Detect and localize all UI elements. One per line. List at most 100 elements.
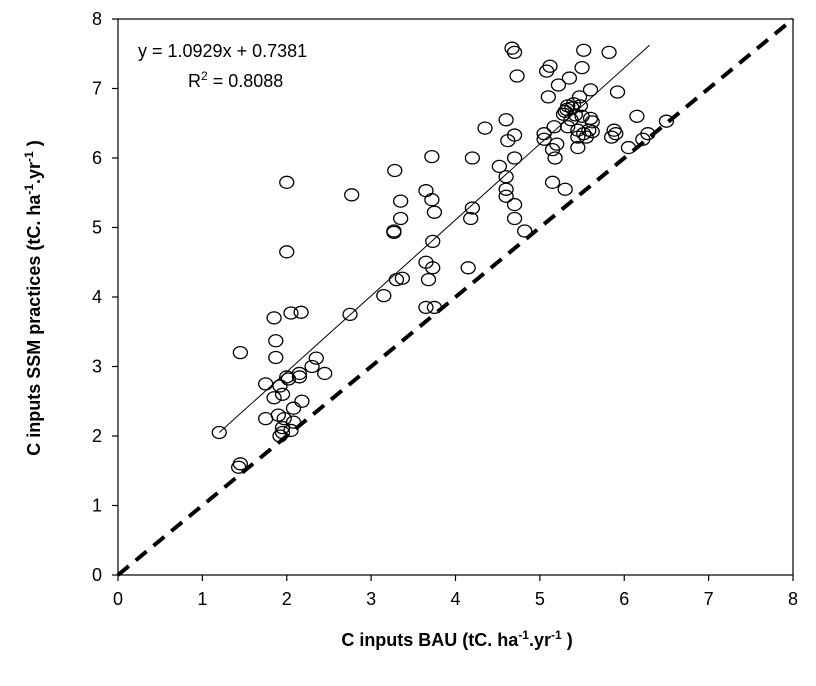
data-point [570, 140, 586, 155]
data-point [285, 415, 302, 429]
data-point [294, 394, 310, 408]
data-point [572, 99, 589, 113]
data-point [232, 345, 248, 360]
data-point [477, 121, 493, 135]
y-tick-label: 8 [92, 9, 102, 29]
data-point [582, 83, 599, 97]
data-point [498, 113, 514, 127]
y-axis-title: C inputs SSM practices (tC. ha-1.yr-1 ) [22, 140, 44, 455]
data-point [629, 109, 645, 123]
data-point [266, 311, 282, 325]
data-point [344, 188, 360, 202]
data-point [517, 224, 533, 238]
data-point [291, 370, 308, 384]
data-point [418, 300, 434, 315]
y-axis-ticks: 0 1 2 3 4 5 6 7 8 [92, 9, 118, 585]
data-point [293, 305, 309, 319]
data-point [491, 159, 508, 173]
regression-equation: y = 1.0929x + 0.7381 [138, 41, 307, 61]
data-point [561, 71, 578, 85]
y-tick-label: 1 [92, 496, 102, 516]
data-point [268, 350, 284, 365]
data-points [211, 41, 675, 474]
r-squared-label: R2 = 0.8088 [188, 69, 283, 91]
data-point [386, 224, 402, 238]
x-tick-label: 1 [197, 589, 207, 609]
y-tick-label: 2 [92, 426, 102, 446]
data-point [279, 175, 295, 189]
data-point [506, 197, 523, 212]
data-point [274, 425, 291, 440]
data-point [571, 90, 588, 104]
data-point [567, 108, 583, 122]
data-point [317, 366, 333, 381]
data-point [283, 306, 299, 320]
data-point [232, 457, 248, 471]
data-point [506, 211, 523, 226]
x-axis-ticks: 0 1 2 3 4 5 6 7 8 [113, 575, 798, 609]
data-point [620, 140, 637, 155]
x-tick-label: 4 [450, 589, 460, 609]
x-tick-label: 0 [113, 589, 123, 609]
data-point [506, 45, 523, 60]
data-point [426, 300, 443, 315]
data-point [308, 351, 324, 365]
data-point [560, 120, 576, 134]
data-point [394, 271, 410, 285]
data-point [258, 377, 274, 391]
data-point [376, 288, 392, 303]
y-tick-label: 3 [92, 357, 102, 377]
x-tick-label: 8 [788, 589, 798, 609]
data-point [574, 61, 590, 75]
data-point [547, 151, 563, 165]
data-point [291, 366, 308, 381]
data-point [425, 234, 441, 249]
data-point [274, 387, 291, 401]
data-point [393, 194, 409, 208]
data-point [304, 359, 320, 374]
x-tick-label: 6 [619, 589, 629, 609]
data-point [609, 85, 626, 99]
one-to-one-reference-line [116, 17, 795, 577]
data-point [509, 69, 525, 83]
x-axis-title: C inputs BAU (tC. ha-1.yr-1 ) [341, 628, 572, 650]
data-point [608, 127, 624, 141]
data-point [393, 211, 409, 226]
data-point [276, 411, 292, 426]
data-point [576, 43, 592, 57]
x-tick-label: 3 [366, 589, 376, 609]
data-point [464, 151, 481, 165]
data-point [460, 261, 476, 275]
data-point [565, 97, 582, 111]
y-tick-label: 4 [92, 287, 102, 307]
data-point [420, 272, 437, 287]
data-point [540, 90, 556, 104]
data-point [425, 261, 441, 275]
data-point [388, 272, 405, 287]
data-point [542, 59, 558, 73]
data-point [387, 163, 403, 178]
data-point [211, 425, 227, 440]
data-point [464, 201, 481, 215]
y-tick-label: 0 [92, 565, 102, 585]
data-point [576, 127, 592, 141]
data-point [658, 114, 675, 128]
data-point [268, 334, 284, 348]
x-tick-label: 5 [535, 589, 545, 609]
data-point [424, 193, 440, 207]
data-point [506, 151, 523, 165]
data-point [424, 149, 440, 164]
data-point [536, 132, 552, 146]
data-point [506, 128, 523, 142]
data-point [584, 115, 600, 129]
y-tick-label: 5 [92, 218, 102, 238]
data-point [557, 182, 573, 196]
data-point [544, 175, 561, 189]
data-point [463, 211, 479, 226]
data-point [283, 423, 299, 438]
data-point [426, 205, 443, 219]
data-point [601, 45, 617, 60]
y-tick-label: 6 [92, 148, 102, 168]
data-point [498, 189, 514, 203]
